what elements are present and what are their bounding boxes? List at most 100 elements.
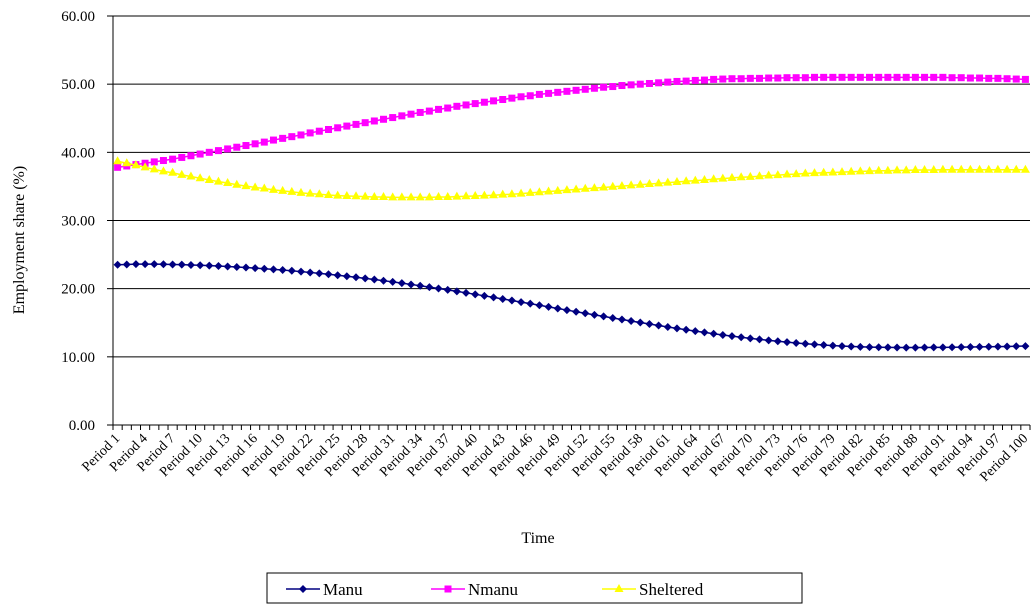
data-point	[158, 166, 168, 175]
data-point	[599, 182, 609, 191]
data-point	[407, 110, 415, 118]
data-point	[810, 168, 820, 177]
data-point	[113, 156, 123, 165]
data-point	[554, 88, 562, 96]
data-point	[352, 120, 360, 128]
data-point	[370, 117, 378, 125]
data-point	[324, 125, 332, 133]
data-point	[553, 185, 563, 194]
legend-marker	[614, 584, 624, 592]
data-point	[1002, 164, 1012, 173]
data-point	[755, 335, 764, 344]
data-point	[186, 260, 195, 269]
data-point	[847, 342, 856, 351]
data-point	[820, 73, 828, 81]
data-point	[168, 167, 178, 176]
data-point	[993, 164, 1003, 173]
data-point	[470, 190, 480, 199]
data-point	[883, 343, 892, 352]
series-line	[117, 263, 1026, 349]
data-point	[268, 184, 278, 193]
data-point	[361, 274, 370, 283]
data-point	[1003, 342, 1012, 351]
data-point	[673, 77, 681, 85]
data-point	[654, 321, 663, 330]
data-point	[828, 167, 838, 176]
data-point	[976, 74, 984, 82]
series-line	[117, 160, 1026, 199]
data-point	[296, 267, 305, 276]
data-point	[223, 262, 232, 271]
data-point	[957, 74, 965, 82]
data-point	[425, 107, 433, 115]
data-point	[453, 102, 461, 110]
data-point	[902, 73, 910, 81]
data-point	[260, 264, 269, 273]
data-point	[278, 185, 288, 194]
data-point	[213, 176, 223, 185]
data-point	[948, 343, 957, 352]
data-point	[811, 73, 819, 81]
data-point	[709, 329, 718, 338]
data-point	[562, 306, 571, 315]
data-point	[1021, 342, 1030, 351]
data-point	[498, 294, 507, 303]
data-point	[369, 191, 379, 200]
data-point	[361, 119, 369, 127]
data-point	[553, 304, 562, 313]
data-point	[571, 184, 581, 193]
data-point	[205, 261, 214, 270]
series-manu	[113, 260, 1030, 352]
data-point	[672, 324, 681, 333]
data-point	[654, 178, 664, 187]
data-point	[655, 79, 663, 87]
data-point	[416, 108, 424, 116]
data-point	[911, 343, 920, 352]
data-point	[847, 73, 855, 81]
data-point	[682, 77, 690, 85]
data-point	[947, 164, 957, 173]
data-point	[856, 342, 865, 351]
data-point	[728, 75, 736, 83]
data-point	[590, 84, 598, 92]
data-point	[874, 165, 884, 174]
data-point	[921, 73, 929, 81]
y-tick-label: 10.00	[61, 350, 95, 366]
data-point	[920, 343, 929, 352]
series-nmanu	[114, 73, 1029, 171]
data-point	[618, 82, 626, 90]
data-point	[131, 260, 140, 269]
data-point	[141, 260, 150, 269]
data-point	[837, 167, 847, 176]
data-point	[498, 189, 508, 198]
data-point	[984, 164, 994, 173]
data-point	[782, 169, 792, 178]
data-point	[838, 73, 846, 81]
data-point	[663, 322, 672, 331]
data-point	[672, 176, 682, 185]
data-point	[380, 115, 388, 123]
data-point	[489, 293, 498, 302]
data-point	[177, 260, 186, 269]
data-point	[150, 158, 158, 166]
data-point	[718, 330, 727, 339]
data-point	[636, 318, 645, 327]
data-point	[196, 261, 205, 270]
y-tick-label: 60.00	[61, 9, 95, 25]
data-point	[994, 74, 1002, 82]
data-point	[287, 266, 296, 275]
data-point	[297, 131, 305, 139]
data-point	[957, 343, 966, 352]
data-point	[993, 342, 1002, 351]
data-point	[333, 271, 342, 280]
data-point	[196, 150, 204, 158]
data-point	[746, 74, 754, 82]
data-point	[480, 98, 488, 106]
data-point	[168, 260, 177, 269]
data-point	[581, 309, 590, 318]
data-point	[545, 89, 553, 97]
legend-item-manu: Manu	[286, 580, 363, 599]
data-point	[415, 192, 425, 201]
data-point	[242, 142, 250, 150]
data-point	[644, 179, 654, 188]
